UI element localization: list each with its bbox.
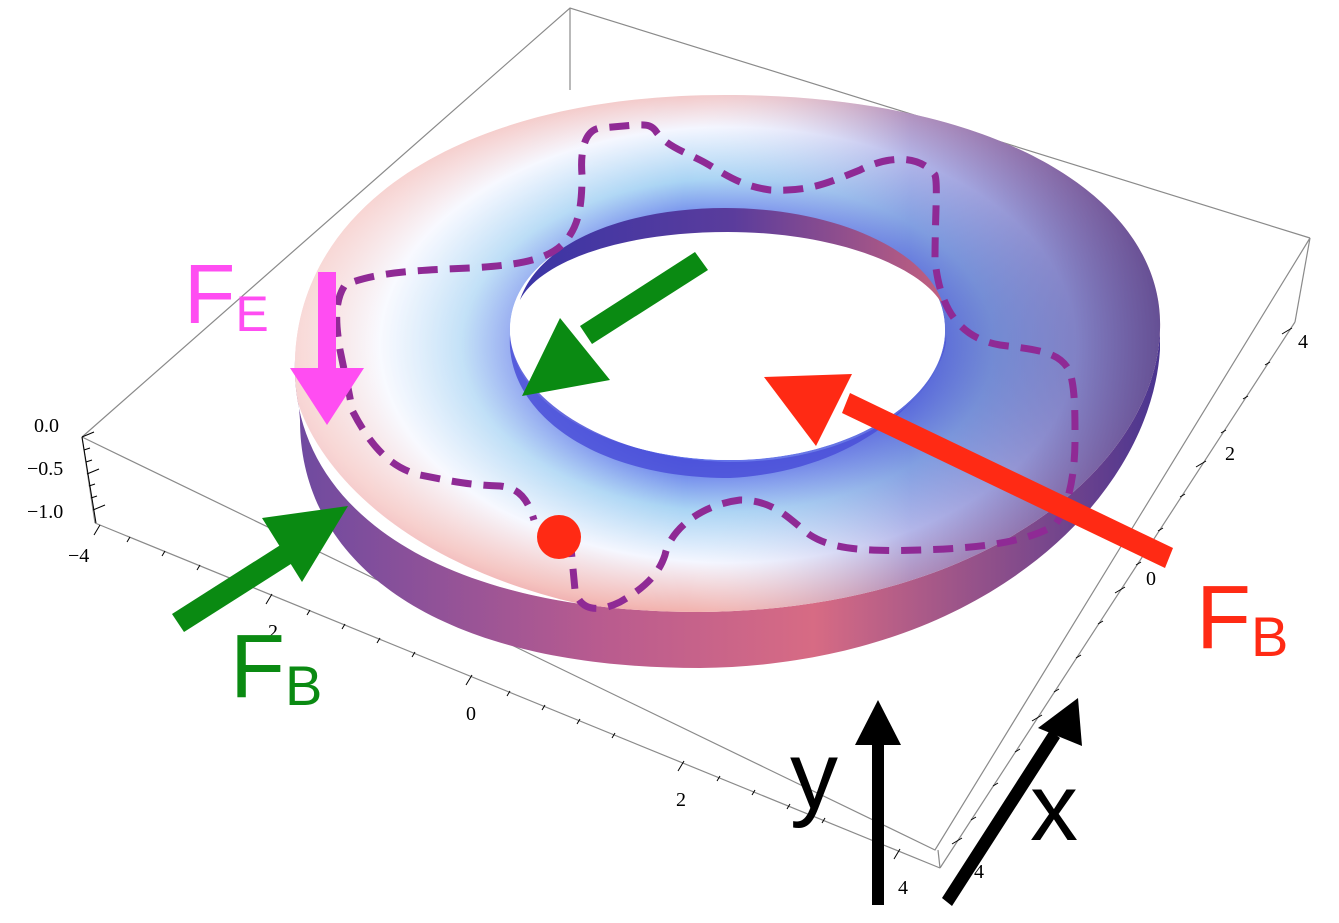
torus-inner-wall	[520, 208, 945, 310]
fb-red-arrow	[764, 374, 1173, 568]
fb-green-arrow-outer	[172, 506, 348, 632]
fe-label-sub: E	[235, 286, 268, 342]
right-tick-label: 0	[1146, 568, 1156, 590]
y-axis-label: y	[790, 722, 838, 829]
fb-red-label-main: F	[1196, 568, 1251, 668]
z-tick-label: 0.0	[34, 415, 59, 437]
right-axis	[951, 327, 1293, 845]
particle-trajectory	[333, 121, 1079, 612]
right-tick-label: 4	[974, 861, 984, 883]
fe-label: FE	[184, 247, 269, 342]
front-tick-label: −4	[68, 545, 89, 567]
fb-green-label: FB	[230, 617, 322, 717]
front-tick-label: 2	[268, 621, 278, 643]
fb-green-arrow-inner	[522, 252, 708, 396]
fb-red-label-sub: B	[1251, 605, 1288, 668]
z-tick-label: −0.5	[27, 458, 63, 480]
fe-arrow	[290, 272, 364, 425]
front-tick-label: 0	[466, 703, 476, 725]
fb-green-label-sub: B	[285, 654, 322, 717]
torus	[294, 95, 1161, 668]
right-tick-label: 4	[1298, 331, 1308, 353]
fe-label-main: F	[184, 247, 235, 341]
fb-green-label-main: F	[230, 617, 285, 717]
fb-red-label: FB	[1196, 568, 1288, 668]
corner-tick-label: 4	[898, 877, 908, 899]
z-axis	[81, 431, 106, 524]
particle	[537, 515, 581, 559]
z-tick-label: −1.0	[27, 501, 63, 523]
front-axis	[93, 524, 901, 860]
torus-outer-rim	[294, 330, 1160, 668]
x-axis-arrow	[942, 698, 1082, 906]
front-tick-label: 2	[676, 789, 686, 811]
torus-inner-wall-near	[509, 335, 947, 478]
right-tick-label: 2	[1225, 443, 1235, 465]
y-axis-arrow	[855, 700, 901, 905]
x-axis-label: x	[1030, 754, 1078, 861]
